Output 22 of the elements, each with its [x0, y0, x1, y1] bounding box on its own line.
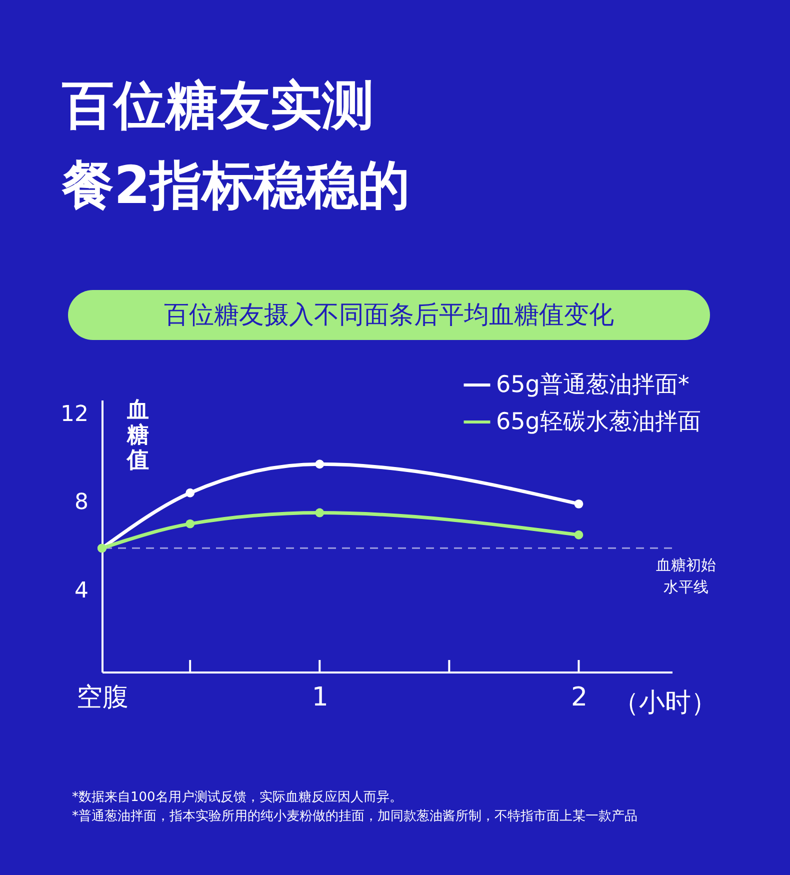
point	[574, 530, 584, 540]
x-tick-label: 空腹	[76, 682, 128, 712]
x-tick-label: 1	[312, 682, 328, 712]
y-tick-label: 8	[74, 490, 88, 516]
legend-label: 65g轻碳水葱油拌面	[496, 409, 701, 435]
point	[574, 499, 584, 508]
point	[315, 508, 324, 518]
point	[186, 519, 195, 528]
text: *普通葱油拌面，指本实验所用的纯小麦粉做的挂面，加同款葱油酱所制，不特指市面上某一款产品	[72, 808, 638, 824]
y-axis-title: 血糖值	[126, 398, 149, 473]
text: 百位糖友实测	[62, 76, 374, 136]
point	[186, 488, 195, 498]
x-tick-label: 2	[570, 682, 588, 712]
y-tick-label: 12	[60, 402, 88, 427]
x-axis-title: （小时）	[613, 688, 717, 718]
ref-line-label: 血糖初始水平线	[656, 556, 716, 596]
point	[315, 460, 324, 469]
y-tick-label: 4	[74, 578, 88, 604]
text: *数据来自100名用户测试反馈，实际血糖反应因人而异。	[72, 789, 402, 805]
chart-subtitle: 百位糖友摄入不同面条后平均血糖值变化	[164, 300, 614, 329]
legend-label: 65g普通葱油拌面*	[496, 372, 690, 398]
text: 餐2指标稳稳的	[62, 156, 410, 216]
